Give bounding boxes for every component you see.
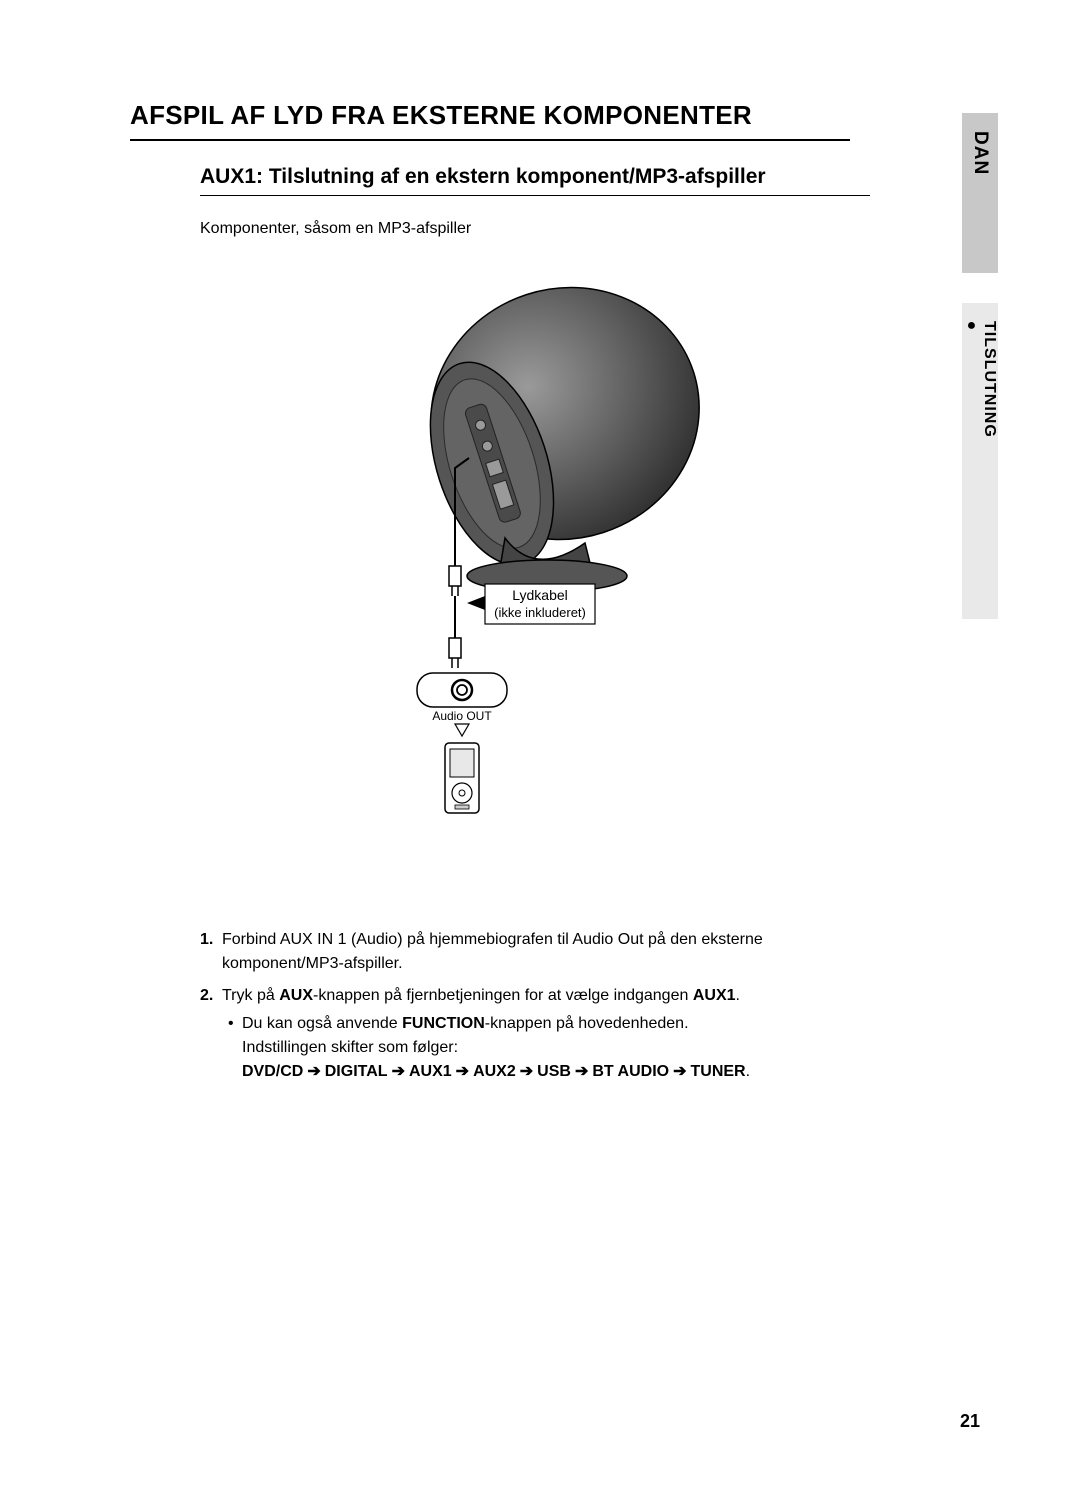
- step-text: Forbind AUX IN 1 (Audio) på hjemmebiogra…: [222, 931, 763, 972]
- sequence-item: TUNER: [690, 1063, 745, 1080]
- step-body: Forbind AUX IN 1 (Audio) på hjemmebiogra…: [222, 928, 870, 976]
- content-area: AUX1: Tilslutning af en ekstern komponen…: [130, 165, 870, 1084]
- step-number: 1.: [200, 928, 222, 976]
- bullet-bold: FUNCTION: [402, 1015, 485, 1032]
- arrow-icon: ➔: [571, 1063, 592, 1080]
- audio-out-label: Audio OUT: [432, 709, 492, 723]
- side-tab-bullet: ●: [962, 317, 980, 334]
- intro-text: Komponenter, såsom en MP3-afspiller: [200, 220, 870, 238]
- step-item: 1. Forbind AUX IN 1 (Audio) på hjemmebio…: [200, 928, 870, 976]
- step-text: .: [736, 987, 740, 1004]
- step-bold: AUX: [279, 987, 313, 1004]
- sub-bullet: • Du kan også anvende FUNCTION-knappen p…: [222, 1012, 870, 1084]
- bullet-line2: Indstillingen skifter som følger:: [242, 1039, 458, 1056]
- step-bold: AUX1: [693, 987, 736, 1004]
- bullet-text: -knappen på hovedenheden.: [485, 1015, 689, 1032]
- sequence-item: USB: [537, 1063, 571, 1080]
- cable-label-2: (ikke inkluderet): [494, 605, 586, 620]
- sequence-item: DVD/CD: [242, 1063, 303, 1080]
- page-title: AFSPIL AF LYD FRA EKSTERNE KOMPONENTER: [130, 100, 850, 141]
- side-tab-section-label: TILSLUTNING: [980, 321, 998, 438]
- sequence-item: AUX1: [409, 1063, 452, 1080]
- arrow-icon: ➔: [303, 1063, 324, 1080]
- side-tab-section: ● TILSLUTNING: [962, 303, 998, 619]
- sequence-item: BT AUDIO: [592, 1063, 669, 1080]
- bullet-dot: •: [228, 1012, 242, 1084]
- step-number: 2.: [200, 984, 222, 1084]
- diagram-svg: Lydkabel (ikke inkluderet) Audio OUT: [355, 268, 715, 828]
- side-tab-language-label: DAN: [969, 131, 991, 175]
- function-sequence: DVD/CD➔DIGITAL➔AUX1➔AUX2➔USB➔BT AUDIO➔TU…: [242, 1063, 750, 1080]
- bullet-body: Du kan også anvende FUNCTION-knappen på …: [242, 1012, 750, 1084]
- page-number: 21: [960, 1411, 980, 1432]
- bullet-text: Du kan også anvende: [242, 1015, 402, 1032]
- section-subtitle: AUX1: Tilslutning af en ekstern komponen…: [200, 165, 870, 196]
- arrow-icon: ➔: [516, 1063, 537, 1080]
- side-tab-language: DAN: [962, 113, 998, 273]
- steps-list: 1. Forbind AUX IN 1 (Audio) på hjemmebio…: [200, 928, 870, 1084]
- step-item: 2. Tryk på AUX-knappen på fjernbetjening…: [200, 984, 870, 1084]
- step-text: Tryk på: [222, 987, 279, 1004]
- sequence-item: AUX2: [473, 1063, 516, 1080]
- connection-diagram: Lydkabel (ikke inkluderet) Audio OUT: [200, 268, 870, 828]
- arrow-icon: ➔: [388, 1063, 409, 1080]
- sequence-item: DIGITAL: [325, 1063, 388, 1080]
- arrow-icon: ➔: [669, 1063, 690, 1080]
- cable-label-1: Lydkabel: [512, 587, 568, 603]
- step-text: -knappen på fjernbetjeningen for at vælg…: [313, 987, 693, 1004]
- step-body: Tryk på AUX-knappen på fjernbetjeningen …: [222, 984, 870, 1084]
- arrow-icon: ➔: [452, 1063, 473, 1080]
